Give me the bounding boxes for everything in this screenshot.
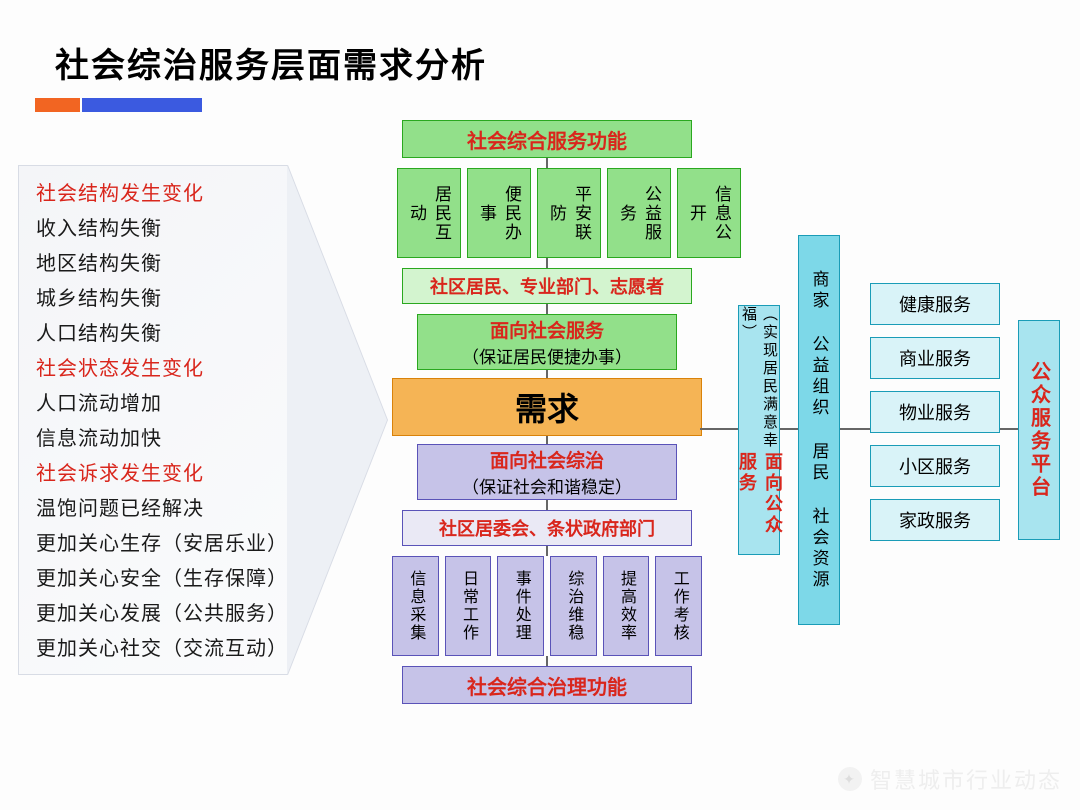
list-item: 地区结构失衡: [36, 247, 326, 282]
bot-item: 提高效率: [603, 556, 650, 656]
connector: [546, 304, 548, 314]
bot-header-box: 社会综合治理功能: [402, 666, 692, 704]
list-item: 收入结构失衡: [36, 212, 326, 247]
bot-item: 事件处理: [497, 556, 544, 656]
face-service-box: 面向社会服务 （保证居民便捷办事）: [417, 314, 677, 370]
hconnector: [1000, 428, 1018, 430]
bot-header-text: 社会综合治理功能: [467, 671, 627, 700]
list-item: 社会结构发生变化: [36, 177, 326, 212]
top-item: 信息公开: [677, 168, 741, 258]
bot-items-row: 信息采集日常工作事件处理综治维稳提高效率工作考核: [392, 556, 702, 656]
service-item: 商业服务: [870, 337, 1000, 379]
accent-blue: [82, 98, 202, 112]
connector: [546, 546, 548, 556]
list-item: 更加关心安全（生存保障）: [36, 562, 326, 597]
actors-top-box: 社区居民、专业部门、志愿者: [402, 268, 692, 304]
list-item: 城乡结构失衡: [36, 282, 326, 317]
hconnector: [700, 428, 740, 430]
service-item: 健康服务: [870, 283, 1000, 325]
bar1: （实现居民满意幸福） 面向公众服务: [738, 305, 780, 555]
demand-text: 需求: [515, 384, 579, 430]
actors-top-text: 社区居民、专业部门、志愿者: [430, 273, 664, 299]
list-item: 更加关心生存（安居乐业）: [36, 527, 326, 562]
top-items-row: 居民互动便民办事平安联防公益服务信息公开: [397, 168, 697, 258]
top-item: 便民办事: [467, 168, 531, 258]
actors-bot-box: 社区居委会、条状政府部门: [402, 510, 692, 546]
list-item: 社会状态发生变化: [36, 352, 326, 387]
connector: [546, 436, 548, 444]
list-item: 人口结构失衡: [36, 317, 326, 352]
connector: [546, 656, 548, 666]
list-item: 温饱问题已经解决: [36, 492, 326, 527]
face-service-title: 面向社会服务: [490, 316, 604, 343]
services-column: 健康服务商业服务物业服务小区服务家政服务: [870, 283, 1000, 553]
watermark: ✦ 智慧城市行业动态: [838, 763, 1062, 795]
center-stack: 社会综合服务功能 居民互动便民办事平安联防公益服务信息公开 社区居民、专业部门、…: [392, 120, 702, 704]
watermark-text: 智慧城市行业动态: [870, 763, 1062, 795]
accent-orange: [35, 98, 80, 112]
wechat-icon: ✦: [838, 767, 862, 791]
bot-item: 信息采集: [392, 556, 439, 656]
bar2-text: 商家 公益组织 居民 社会资源: [807, 270, 832, 591]
list-item: 更加关心发展（公共服务）: [36, 597, 326, 632]
bot-item: 综治维稳: [550, 556, 597, 656]
bar1-title: 面向公众服务: [734, 452, 786, 554]
left-list: 社会结构发生变化收入结构失衡地区结构失衡城乡结构失衡人口结构失衡社会状态发生变化…: [36, 177, 326, 667]
face-service-sub: （保证居民便捷办事）: [462, 343, 632, 368]
list-item: 社会诉求发生变化: [36, 457, 326, 492]
list-item: 信息流动加快: [36, 422, 326, 457]
platform-bar: 公众服务平台: [1018, 320, 1060, 540]
face-gov-box: 面向社会综治 （保证社会和谐稳定）: [417, 444, 677, 500]
face-gov-title: 面向社会综治: [490, 446, 604, 473]
accent-bar: [35, 98, 202, 112]
service-item: 小区服务: [870, 445, 1000, 487]
left-arrow-panel: 社会结构发生变化收入结构失衡地区结构失衡城乡结构失衡人口结构失衡社会状态发生变化…: [18, 165, 378, 675]
bot-item: 工作考核: [655, 556, 702, 656]
list-item: 更加关心社交（交流互动）: [36, 632, 326, 667]
top-item: 公益服务: [607, 168, 671, 258]
service-item: 家政服务: [870, 499, 1000, 541]
top-header-box: 社会综合服务功能: [402, 120, 692, 158]
hconnector: [840, 428, 870, 430]
service-item: 物业服务: [870, 391, 1000, 433]
platform-text: 公众服务平台: [1025, 361, 1054, 499]
connector: [546, 258, 548, 268]
page-title: 社会综治服务层面需求分析: [55, 38, 487, 87]
bot-item: 日常工作: [445, 556, 492, 656]
list-item: 人口流动增加: [36, 387, 326, 422]
bar1-sub: （实现居民满意幸福）: [738, 306, 780, 452]
connector: [546, 500, 548, 510]
top-item: 居民互动: [397, 168, 461, 258]
bar2: 商家 公益组织 居民 社会资源: [798, 235, 840, 625]
demand-box: 需求: [392, 378, 702, 436]
face-gov-sub: （保证社会和谐稳定）: [462, 473, 632, 498]
actors-bot-text: 社区居委会、条状政府部门: [439, 515, 655, 541]
connector: [546, 158, 548, 168]
top-item: 平安联防: [537, 168, 601, 258]
hconnector: [780, 428, 800, 430]
connector: [546, 370, 548, 378]
top-header-text: 社会综合服务功能: [467, 125, 627, 154]
